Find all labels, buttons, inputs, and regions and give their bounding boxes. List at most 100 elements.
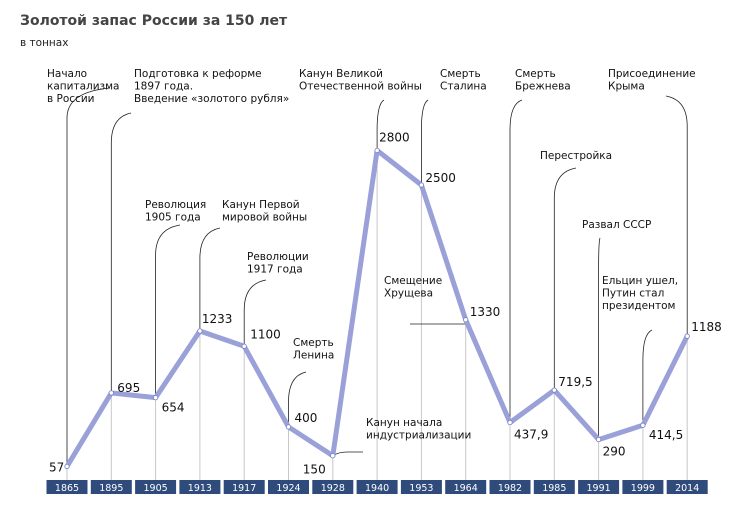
x-tick-label-1928: 1928	[321, 483, 345, 494]
x-tick-label-1985: 1985	[542, 483, 566, 494]
point-1917	[241, 343, 247, 349]
annotation-line: Революции	[247, 251, 309, 263]
leader-1982	[509, 99, 523, 423]
annotation-1982: Смерть Брежнева	[515, 68, 571, 93]
x-tick-label-1991: 1991	[587, 483, 611, 494]
annotation-1917: Революции 1917 года	[247, 251, 309, 276]
annotation-line: 1917 года	[247, 264, 303, 276]
x-tick-box-1991	[578, 480, 620, 494]
annotation-line: Брежнева	[515, 81, 571, 93]
gridlines	[66, 150, 688, 480]
point-1924	[285, 424, 292, 430]
x-axis: 1865 1895 1905 1913 1917 1924 1928 1940 1953 1964…	[46, 480, 708, 494]
x-tick-label-1913: 1913	[188, 483, 212, 494]
leader-1940	[376, 99, 385, 151]
x-tick-box-1964	[445, 480, 487, 494]
x-tick-box-1928	[312, 480, 354, 494]
annotation-line: Канун Великой	[299, 68, 383, 80]
point-1895	[108, 390, 114, 396]
x-tick-label-1905: 1905	[144, 483, 168, 494]
x-tick-label-1924: 1924	[276, 483, 300, 494]
annotation-line: Перестройка	[540, 150, 612, 162]
value-label-1895: 695	[117, 381, 140, 395]
x-tick-label-1953: 1953	[409, 483, 433, 494]
x-tick-box-1999	[622, 480, 664, 494]
value-label-2014: 1188	[691, 320, 722, 334]
annotation-1865: Начало капитализма в России	[47, 68, 120, 105]
value-label-1953: 2500	[425, 171, 456, 185]
x-tick-label-1964: 1964	[454, 483, 478, 494]
value-label-1964: 1330	[470, 305, 501, 319]
annotation-line: Начало	[47, 68, 87, 80]
point-1865	[64, 463, 70, 470]
leader-1895	[110, 112, 132, 393]
leader-1999	[642, 329, 653, 426]
annotation-1999: Ельцин ушел, Путин стал президентом	[602, 275, 678, 312]
x-tick-label-1917: 1917	[232, 483, 256, 494]
point-2014	[684, 333, 690, 339]
x-tick-box-1982	[489, 480, 531, 494]
annotation-line: Канун начала	[366, 417, 442, 429]
annotation-line: Присоединение	[608, 68, 696, 80]
annotation-line: Революция	[145, 199, 206, 211]
annotation-line: Путин стал	[602, 288, 664, 300]
value-label-1905: 654	[162, 401, 185, 415]
annotation-2014: Присоединение Крыма	[608, 68, 696, 93]
value-labels: 57 695 654 1233 1100 400 150 2800 2500 1330 437,9 7…	[49, 130, 722, 476]
x-tick-box-1924	[268, 480, 309, 494]
x-tick-box-1913	[179, 480, 221, 494]
annotation-line: Смерть	[293, 337, 334, 349]
x-tick-box-2014	[666, 480, 708, 494]
annotation-1964: Смещение Хрущева	[384, 275, 442, 300]
annotation-1913: Канун Первой мировой войны	[222, 199, 307, 224]
annotation-line: Развал СССР	[582, 219, 651, 231]
value-label-1985: 719,5	[558, 375, 592, 389]
x-tick-label-1940: 1940	[365, 483, 389, 494]
annotation-line: Смерть	[440, 68, 481, 80]
point-1953	[418, 182, 424, 188]
leader-1985	[553, 167, 577, 391]
annotation-line: Отечественной войны	[299, 81, 422, 93]
annotation-line: Хрущева	[384, 288, 433, 300]
value-label-1940: 2800	[379, 130, 410, 144]
annotation-1905: Революция 1905 года	[145, 199, 206, 224]
x-tick-box-1940	[356, 480, 398, 494]
leader-1991	[598, 237, 601, 440]
value-label-1982: 437,9	[514, 428, 548, 442]
leader-1928	[332, 451, 363, 457]
x-tick-label-1999: 1999	[631, 483, 655, 494]
annotation-1924: Смерть Ленина	[293, 337, 334, 362]
x-tick-box-1917	[223, 480, 265, 494]
leader-2014	[665, 95, 688, 337]
point-1913	[197, 328, 203, 334]
leader-1865	[66, 87, 111, 467]
annotation-1953: Смерть Сталина	[440, 68, 487, 93]
chart-title: Золотой запас России за 150 лет	[20, 13, 288, 29]
point-1964	[463, 317, 469, 323]
point-1940	[374, 147, 380, 154]
annotation-1928: Канун начала индустриализации	[366, 417, 471, 442]
value-label-1913: 1233	[202, 312, 233, 326]
x-tick-box-1905	[135, 480, 177, 494]
point-1928	[330, 453, 336, 459]
annotation-line: мировой войны	[222, 212, 307, 224]
leader-1913	[199, 227, 221, 331]
leader-1924	[288, 371, 307, 427]
annotation-line: Ельцин ушел,	[602, 275, 678, 287]
annotation-line: 1905 года	[145, 212, 201, 224]
x-tick-box-1985	[533, 480, 575, 494]
annotation-1985: Перестройка	[540, 150, 612, 162]
value-label-1865: 57	[49, 460, 64, 474]
point-1985	[551, 387, 557, 393]
value-label-1917: 1100	[250, 327, 281, 341]
value-label-1928: 150	[303, 463, 326, 477]
point-1905	[153, 395, 159, 401]
annotation-line: индустриализации	[366, 430, 471, 442]
leader-1905	[155, 224, 181, 398]
annotation-line: в России	[47, 93, 94, 105]
annotation-line: Введение «золотого рубля»	[134, 93, 289, 105]
x-tick-label-1865: 1865	[55, 483, 79, 494]
point-1999	[640, 422, 646, 428]
annotation-line: Подготовка к реформе	[134, 68, 262, 80]
